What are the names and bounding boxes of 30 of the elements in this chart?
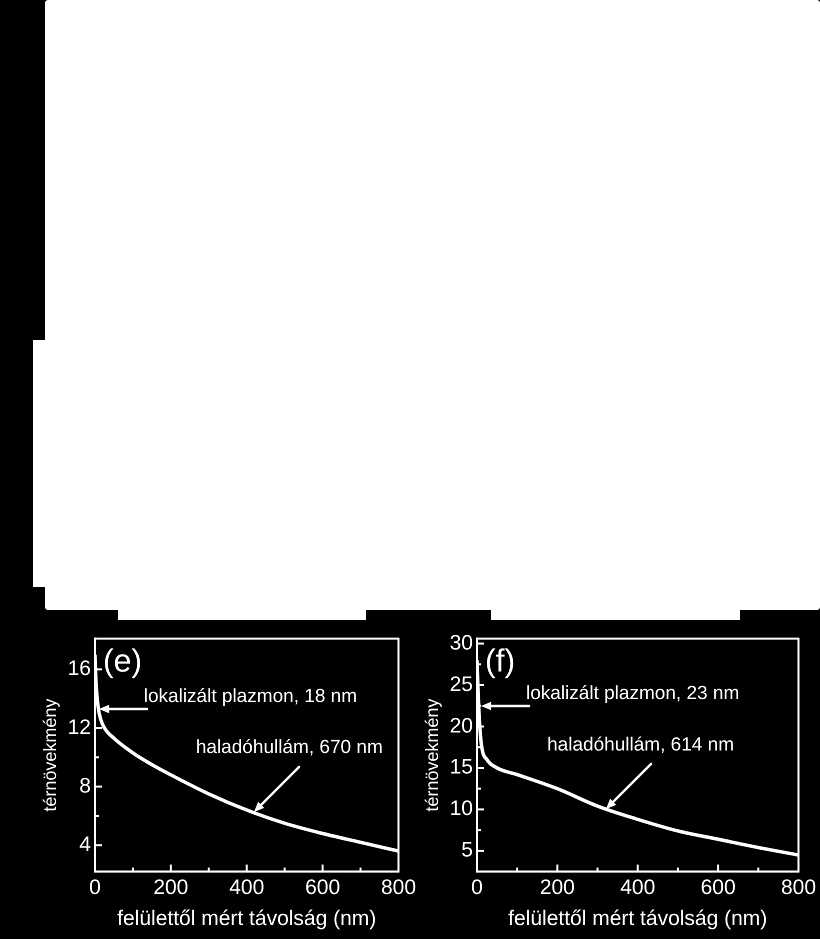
x-axis-title: felülettől mért távolság (nm) (117, 907, 376, 930)
x-axis-title: felülettől mért távolság (nm) (508, 907, 768, 930)
annotation: lokalizált plazmon, 23 nm (526, 683, 740, 704)
x-tick-label: 400 (620, 876, 656, 899)
y-axis-title: térnövekmény (422, 698, 442, 812)
x-tick-label: 200 (153, 876, 188, 899)
x-tick-label: 800 (380, 876, 416, 899)
y-tick-label: 30 (450, 631, 473, 654)
annotation: lokalizált plazmon, 18 nm (144, 686, 358, 708)
y-tick-label: 8 (79, 774, 91, 798)
y-tick-label: 4 (79, 833, 92, 856)
y-tick-label: 16 (68, 657, 91, 680)
annotation: (f) (484, 642, 516, 678)
x-tick-label: 0 (89, 876, 101, 899)
y-tick-label: 25 (450, 672, 473, 696)
x-tick-label: 800 (780, 876, 816, 899)
y-tick-label: 20 (450, 714, 473, 738)
y-tick-label: 5 (461, 838, 473, 862)
x-tick-label: 400 (229, 876, 264, 899)
y-tick-label: 12 (68, 716, 91, 739)
y-axis-title: térnövekmény (40, 698, 60, 812)
x-tick-label: 600 (700, 876, 736, 899)
y-tick-label: 15 (450, 756, 473, 779)
x-tick-label: 200 (540, 876, 575, 899)
annotation: haladóhullám, 670 nm (196, 736, 383, 758)
annotation: haladóhullám, 614 nm (547, 734, 734, 756)
annotation: (e) (102, 642, 142, 678)
x-tick-label: 600 (305, 876, 340, 899)
y-tick-label: 10 (450, 797, 473, 820)
x-tick-label: 0 (471, 876, 483, 899)
